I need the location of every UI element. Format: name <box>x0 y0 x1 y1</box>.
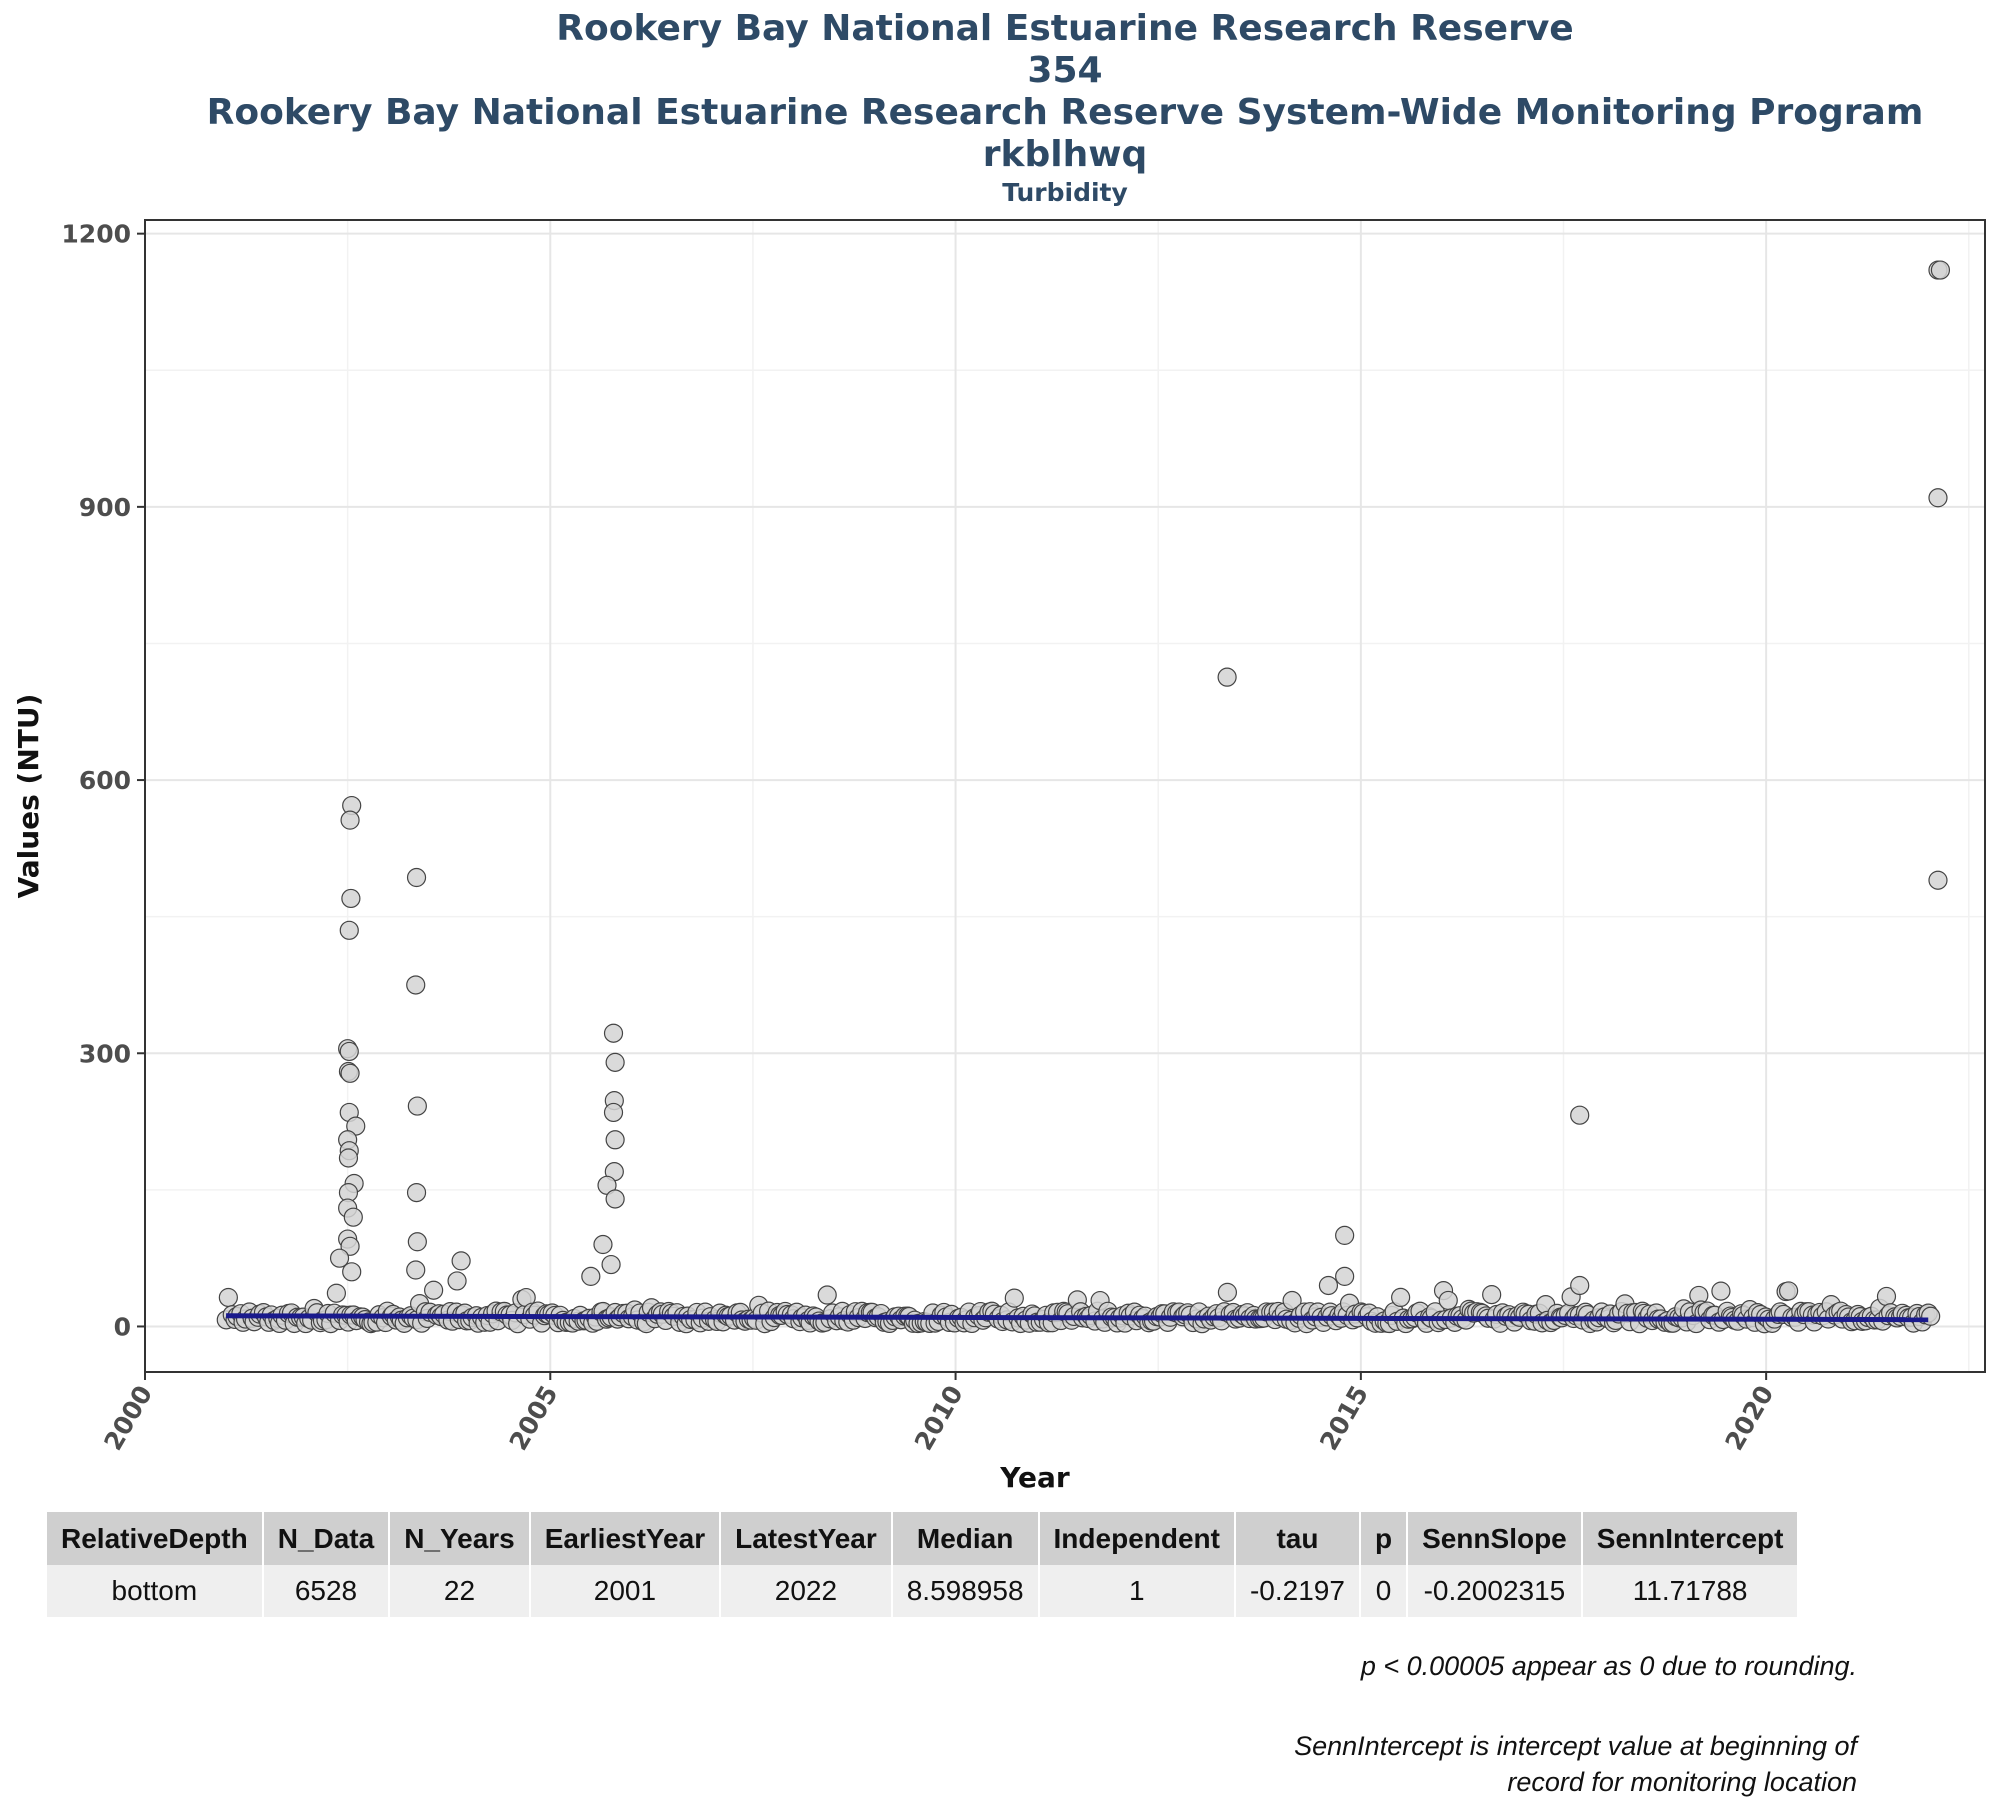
turbidity-scatter-plot: 0 300 600 900 1200 2000 2005 2010 2015 2020 Year Va… <box>12 219 1986 1494</box>
y-tick-label: 900 <box>79 493 131 522</box>
rounding-note: p < 0.00005 appear as 0 due to rounding. <box>1360 1651 1857 1681</box>
x-tick-label: 2005 <box>504 1381 564 1456</box>
data-point <box>1217 1282 1238 1302</box>
x-tick-label: 2010 <box>909 1381 969 1456</box>
data-point <box>218 1287 238 1308</box>
cell-senn-slope: -0.2002315 <box>1407 1565 1583 1617</box>
y-axis-title: Values (NTU) <box>12 694 45 899</box>
statistics-table-row: bottom 6528 22 2001 2022 8.598958 1 -0.2… <box>47 1565 1800 1617</box>
data-point <box>342 1262 362 1282</box>
data-point <box>343 1207 363 1227</box>
data-point <box>1876 1286 1897 1307</box>
cell-relative-depth: bottom <box>47 1565 264 1617</box>
data-point <box>406 867 427 888</box>
intercept-note-line-2: record for monitoring location <box>1507 1767 1857 1797</box>
data-point <box>581 1266 601 1286</box>
header-n-data: N_Data <box>262 1512 391 1565</box>
data-point <box>1318 1275 1339 1296</box>
data-point <box>817 1285 837 1305</box>
data-point <box>339 1041 359 1062</box>
data-point <box>329 1248 350 1268</box>
data-point <box>424 1280 444 1300</box>
data-point <box>1217 667 1237 687</box>
y-tick-label: 300 <box>79 1039 131 1068</box>
data-point <box>605 1052 625 1072</box>
chart-title-line-2: 354 <box>1027 50 1103 91</box>
data-point <box>326 1283 346 1303</box>
header-n-years: N_Years <box>389 1512 531 1565</box>
data-point <box>1391 1287 1411 1308</box>
data-point <box>447 1271 467 1291</box>
data-point <box>339 920 359 940</box>
header-median: Median <box>891 1512 1040 1565</box>
data-point <box>1711 1281 1731 1301</box>
chart-title-line-1: Rookery Bay National Estuarine Research … <box>556 8 1574 49</box>
data-point <box>593 1234 613 1255</box>
data-point <box>338 1148 359 1168</box>
cell-latest-year: 2022 <box>720 1565 893 1617</box>
data-point <box>1570 1105 1590 1125</box>
data-point <box>1004 1288 1024 1308</box>
cell-tau: -0.2197 <box>1234 1565 1361 1617</box>
header-relative-depth: RelativeDepth <box>47 1512 264 1565</box>
cell-earliest-year: 2001 <box>529 1565 722 1617</box>
header-senn-slope: SennSlope <box>1407 1512 1583 1565</box>
plot-panel <box>145 220 1985 1372</box>
plot-border <box>144 219 1986 1373</box>
data-point <box>1570 1275 1590 1296</box>
chart-title-block: Rookery Bay National Estuarine Research … <box>0 8 2000 210</box>
cell-n-years: 22 <box>389 1565 531 1617</box>
data-point <box>1778 1281 1799 1301</box>
data-point <box>407 1232 427 1252</box>
cell-p: 0 <box>1359 1565 1409 1617</box>
x-axis-title: Year <box>999 1461 1070 1494</box>
intercept-note: SennIntercept is intercept value at begi… <box>1294 1728 1857 1800</box>
cell-median: 8.598958 <box>891 1565 1040 1617</box>
data-point <box>451 1251 471 1271</box>
data-point <box>605 1130 625 1150</box>
header-independent: Independent <box>1038 1512 1236 1565</box>
data-point <box>406 1260 426 1280</box>
x-tick-label: 2015 <box>1314 1381 1374 1456</box>
cell-n-data: 6528 <box>262 1565 391 1617</box>
data-point <box>603 1102 624 1123</box>
data-point <box>603 1023 624 1043</box>
header-earliest-year: EarliestYear <box>529 1512 722 1565</box>
data-point <box>1438 1290 1458 1311</box>
chart-title-line-3: Rookery Bay National Estuarine Research … <box>206 92 1924 133</box>
y-tick-label: 1200 <box>61 220 131 249</box>
data-point <box>406 975 426 995</box>
intercept-note-line-1: SennIntercept is intercept value at begi… <box>1294 1731 1857 1761</box>
trend-line <box>226 1313 1929 1323</box>
data-point <box>406 1182 427 1203</box>
data-point <box>340 1063 360 1083</box>
cell-senn-intercept: 11.71788 <box>1581 1565 1800 1617</box>
header-tau: tau <box>1234 1512 1361 1565</box>
x-tick-label: 2000 <box>98 1381 158 1456</box>
data-point <box>1928 488 1948 508</box>
statistics-table: RelativeDepth N_Data N_Years EarliestYea… <box>47 1512 1800 1617</box>
data-point <box>1928 870 1948 890</box>
data-point <box>1335 1266 1355 1286</box>
header-p: p <box>1359 1512 1409 1565</box>
y-tick-label: 600 <box>79 766 131 795</box>
header-senn-intercept: SennIntercept <box>1581 1512 1800 1565</box>
data-point <box>601 1254 621 1275</box>
y-tick-label: 0 <box>114 1312 131 1341</box>
data-point <box>407 1096 427 1116</box>
data-point <box>1335 1225 1355 1245</box>
statistics-table-header-row: RelativeDepth N_Data N_Years EarliestYea… <box>47 1512 1800 1565</box>
data-point <box>1930 260 1951 280</box>
chart-title-line-4: rkblhwq <box>982 134 1148 175</box>
data-point <box>1921 1306 1941 1326</box>
data-point <box>341 888 361 909</box>
data-point <box>1282 1290 1302 1311</box>
data-point <box>1482 1285 1502 1305</box>
chart-subtitle: Turbidity <box>1002 178 1128 207</box>
x-tick-label: 2020 <box>1719 1381 1779 1456</box>
data-point <box>340 810 360 830</box>
cell-independent: 1 <box>1038 1565 1236 1617</box>
data-point <box>605 1189 625 1209</box>
header-latest-year: LatestYear <box>720 1512 893 1565</box>
